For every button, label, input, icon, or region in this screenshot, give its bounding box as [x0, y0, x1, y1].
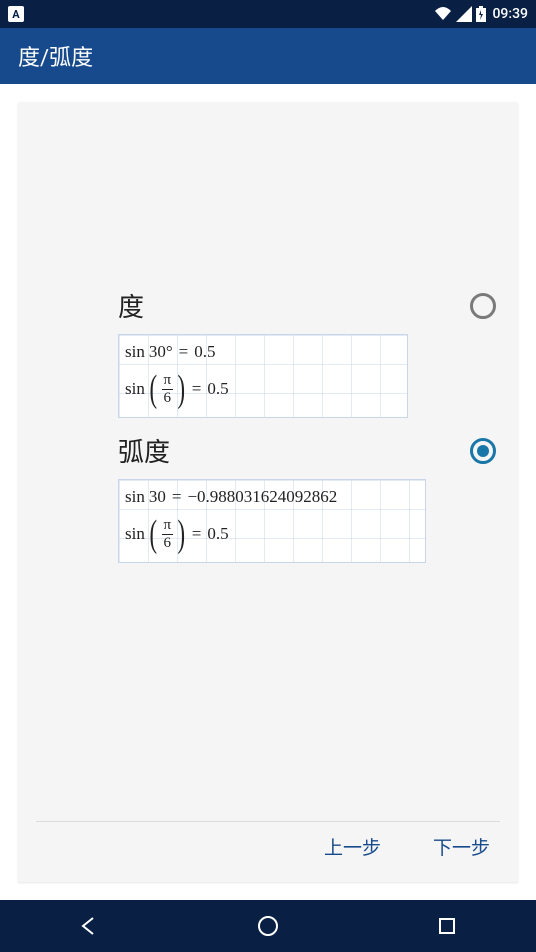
- prev-button[interactable]: 上一步: [320, 825, 385, 868]
- back-icon[interactable]: [77, 914, 101, 938]
- recent-icon[interactable]: [435, 914, 459, 938]
- sin-text: sin: [125, 487, 145, 507]
- radian-option-row[interactable]: 弧度: [118, 432, 504, 469]
- lparen: (: [149, 376, 157, 403]
- home-icon[interactable]: [256, 914, 280, 938]
- fraction-pi-6: π 6: [162, 373, 174, 406]
- footer-buttons: 上一步 下一步: [320, 825, 494, 868]
- nav-bar: [0, 900, 536, 952]
- status-left: A: [8, 6, 24, 22]
- rparen: ): [178, 376, 186, 403]
- frac-num: π: [162, 373, 174, 389]
- frac-den: 6: [162, 389, 174, 406]
- equals-text: =: [192, 379, 202, 399]
- value-text: 0.5: [207, 524, 228, 544]
- radian-math-box: sin 30 = −0.988031624092862 sin ( π 6: [118, 479, 426, 563]
- radian-radio[interactable]: [470, 438, 496, 464]
- signal-icon: [456, 6, 472, 22]
- degree-radio[interactable]: [470, 293, 496, 319]
- status-time: 09:39: [492, 6, 528, 22]
- content-area: 度 sin 30° = 0.5 sin: [0, 84, 536, 900]
- divider: [36, 821, 500, 822]
- fraction-pi-6: π 6: [162, 518, 174, 551]
- battery-icon: [476, 6, 486, 22]
- frac-den: 6: [162, 534, 174, 551]
- lparen: (: [149, 521, 157, 548]
- value-text: 0.5: [194, 342, 215, 362]
- degree-math-content: sin 30° = 0.5 sin ( π 6 ): [119, 335, 407, 417]
- radian-label: 弧度: [118, 432, 470, 469]
- wifi-icon: [434, 6, 452, 22]
- next-button[interactable]: 下一步: [429, 825, 494, 868]
- arg-text: 30: [149, 487, 166, 507]
- status-bar: A 09:39: [0, 0, 536, 28]
- equals-text: =: [172, 487, 182, 507]
- rparen: ): [178, 521, 186, 548]
- degree-label: 度: [118, 287, 470, 324]
- sin-text: sin: [125, 342, 145, 362]
- frac-num: π: [162, 518, 174, 534]
- app-bar: 度/弧度: [0, 28, 536, 84]
- degree-line-1: sin 30° = 0.5: [125, 339, 401, 365]
- radian-line-2: sin ( π 6 ) = 0.5: [125, 510, 419, 558]
- degree-line-2: sin ( π 6 ) = 0.5: [125, 365, 401, 413]
- keyboard-indicator-icon: A: [8, 6, 24, 22]
- sin-text: sin: [125, 524, 145, 544]
- value-text: −0.988031624092862: [187, 487, 337, 507]
- equals-text: =: [192, 524, 202, 544]
- status-right: 09:39: [434, 6, 528, 22]
- degree-option-row[interactable]: 度: [118, 287, 504, 324]
- equals-text: =: [179, 342, 189, 362]
- card: 度 sin 30° = 0.5 sin: [18, 102, 518, 882]
- arg-text: 30°: [149, 342, 173, 362]
- sin-text: sin: [125, 379, 145, 399]
- radian-line-1: sin 30 = −0.988031624092862: [125, 484, 419, 510]
- degree-math-box: sin 30° = 0.5 sin ( π 6 ): [118, 334, 408, 418]
- page-title: 度/弧度: [18, 40, 93, 72]
- value-text: 0.5: [207, 379, 228, 399]
- radian-math-content: sin 30 = −0.988031624092862 sin ( π 6: [119, 480, 425, 562]
